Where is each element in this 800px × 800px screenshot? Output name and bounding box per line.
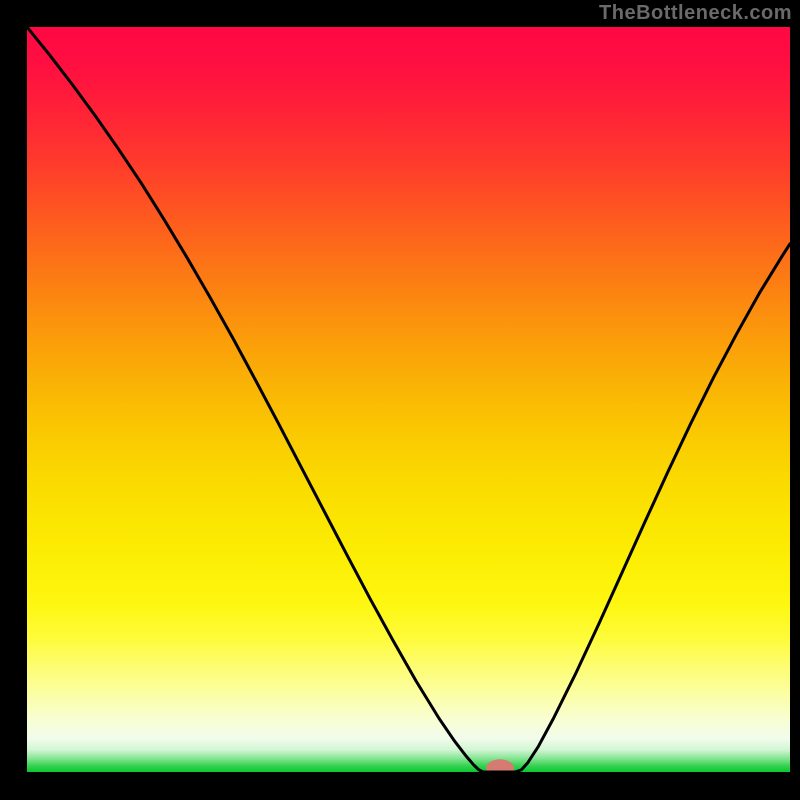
chart-container: { "watermark": { "text": "TheBottleneck.… — [0, 0, 800, 800]
bottleneck-chart — [0, 0, 800, 800]
plot-background — [27, 27, 790, 772]
bottleneck-marker — [486, 759, 514, 777]
watermark-text: TheBottleneck.com — [599, 2, 792, 25]
